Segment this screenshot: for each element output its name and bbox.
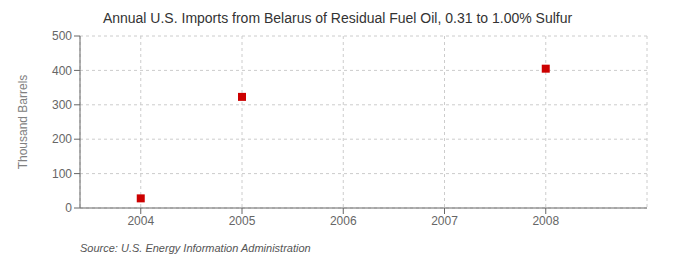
svg-text:200: 200 <box>52 132 72 146</box>
html-text:Annual U.S. Imports from Belar: Annual U.S. Imports from Belarus of Resi… <box>102 10 573 26</box>
svg-text:2004: 2004 <box>127 214 154 228</box>
svg-text:400: 400 <box>52 64 72 78</box>
svg-text:2007: 2007 <box>431 214 458 228</box>
html-text:Source: U.S. Energy Informatio: Source: U.S. Energy Information Administ… <box>80 242 311 254</box>
svg-text:300: 300 <box>52 98 72 112</box>
svg-text:2008: 2008 <box>532 214 559 228</box>
svg-text:2005: 2005 <box>229 214 256 228</box>
svg-text:100: 100 <box>52 167 72 181</box>
svg-text:2006: 2006 <box>330 214 357 228</box>
svg-text:500: 500 <box>52 29 72 43</box>
svg-text:Thousand Barrels: Thousand Barrels <box>16 75 30 170</box>
svg-text:0: 0 <box>65 201 72 215</box>
